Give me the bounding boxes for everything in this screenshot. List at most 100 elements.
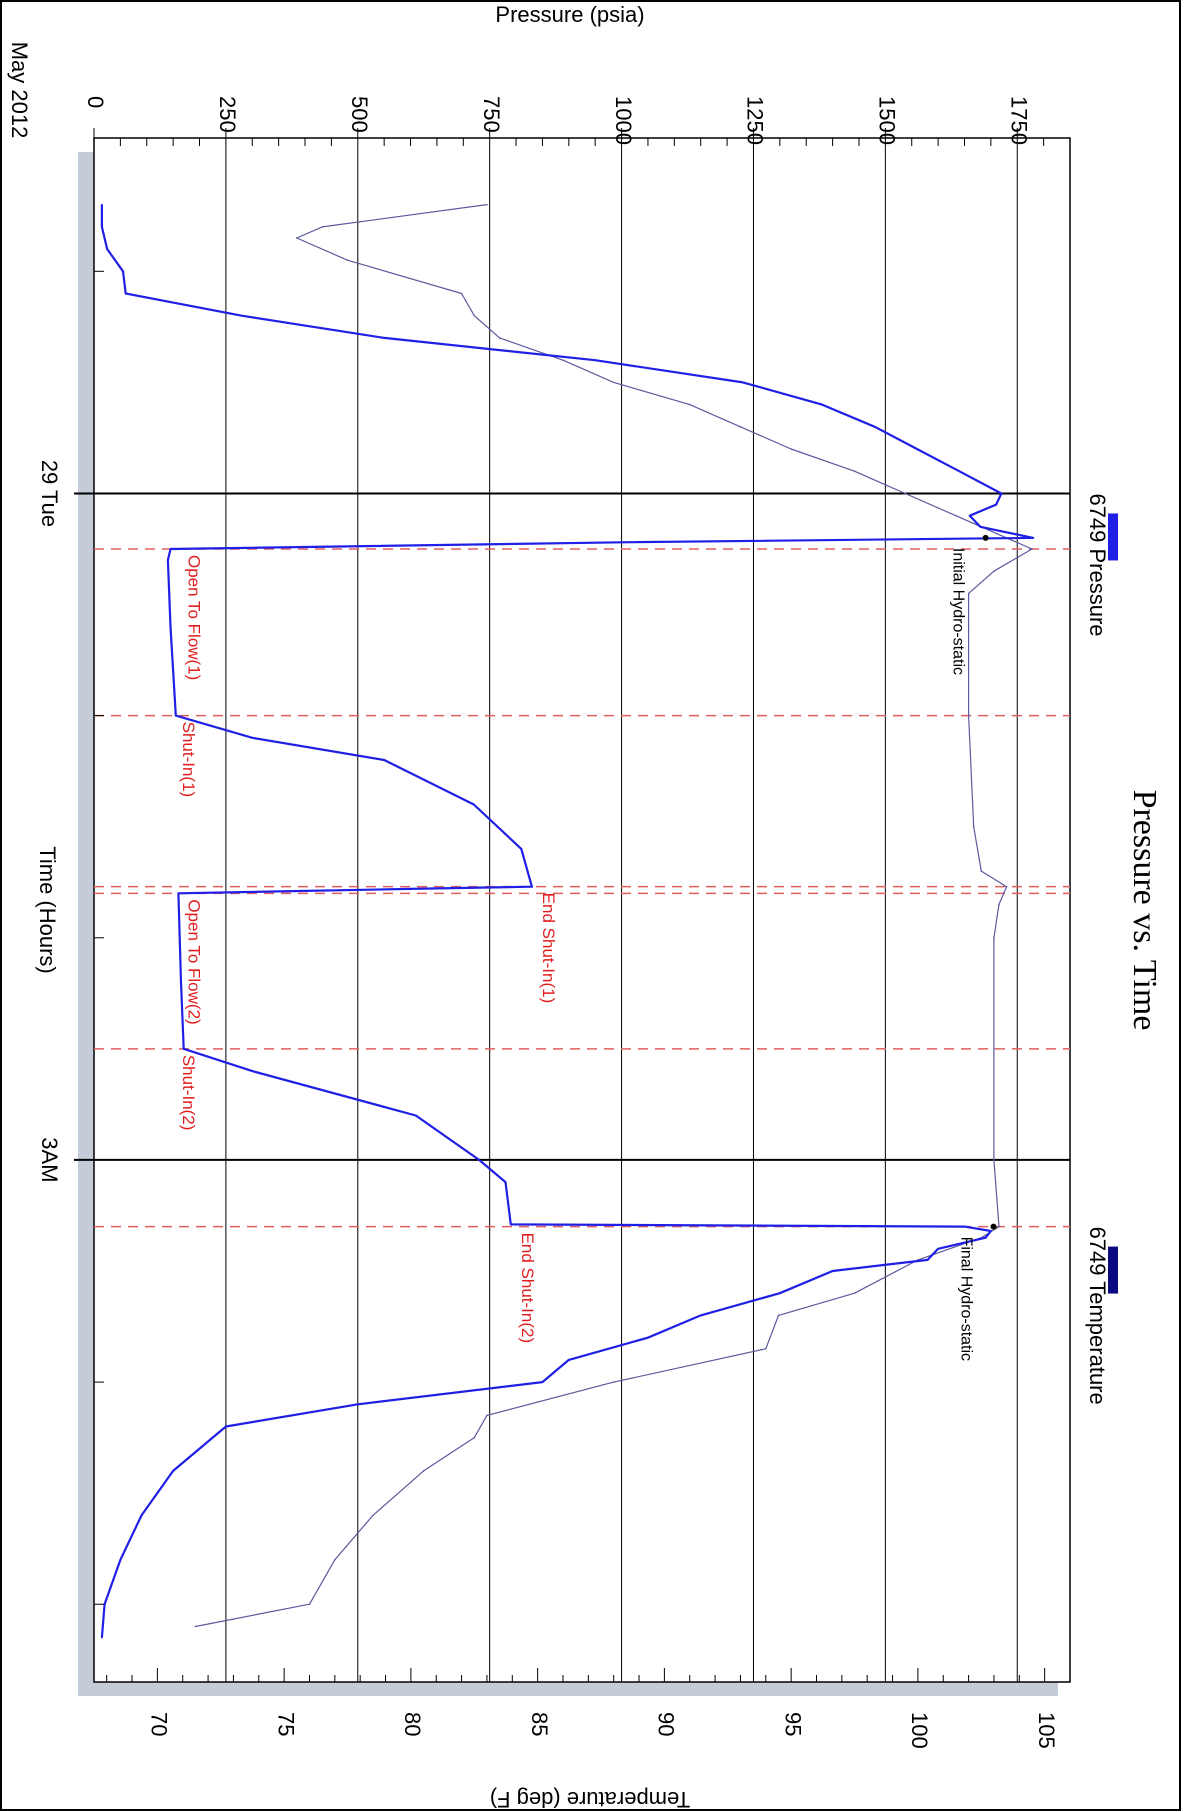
pressure-series-line-point xyxy=(990,1230,992,1232)
date-label: May 2012 xyxy=(7,42,32,139)
pressure-series-line-point xyxy=(169,625,172,628)
pressure-series-line-point xyxy=(177,892,180,895)
pressure-series-line-point xyxy=(174,714,177,717)
temperature-tick-label: 105 xyxy=(1034,1712,1059,1749)
temperature-series-line-point xyxy=(764,1347,767,1350)
pressure-series-line-point xyxy=(821,403,823,406)
temperature-series-line-point xyxy=(372,1514,374,1517)
temperature-series-line-point xyxy=(967,592,970,595)
pressure-series-line-point xyxy=(509,1223,512,1226)
legend-label: 6749 Pressure xyxy=(1085,493,1110,636)
pressure-series-line-point xyxy=(984,1236,987,1239)
temperature-series-line-point xyxy=(980,870,983,872)
temperature-series-line-point xyxy=(194,1625,197,1628)
pressure-series-line-point xyxy=(963,1225,966,1228)
hydrostatic-marker xyxy=(982,534,989,541)
pressure-series-line-point xyxy=(1000,492,1003,495)
temperature-tick-label: 100 xyxy=(907,1712,932,1749)
pressure-series-line-point xyxy=(699,1314,702,1317)
pressure-series-line-point xyxy=(383,337,385,339)
temperature-series-line-point xyxy=(473,314,476,317)
event-label: Open To Flow(2) xyxy=(184,899,203,1024)
temperature-series-line-point xyxy=(967,625,970,628)
pressure-series-line-point xyxy=(167,559,169,561)
time-tick-label: 29 Tue xyxy=(37,460,62,527)
temperature-series-line-point xyxy=(967,714,970,717)
temperature-tick-label: 80 xyxy=(400,1712,425,1736)
pressure-series-line-point xyxy=(531,885,533,888)
pressure-tick-label: 1000 xyxy=(611,96,636,145)
pressure-series-line-point xyxy=(251,1070,254,1072)
pressure-tick-label: 750 xyxy=(479,96,504,133)
pressure-series-line-point xyxy=(172,1470,174,1472)
pressure-series-line-point xyxy=(119,1559,122,1561)
temperature-series-line-point xyxy=(346,259,349,261)
temperature-series-line-point xyxy=(972,825,975,828)
pressure-series-line-point xyxy=(101,203,103,206)
pressure-series-line-point xyxy=(182,1048,185,1050)
pressure-tick-label: 500 xyxy=(347,96,372,133)
legend-swatch xyxy=(1108,513,1118,561)
pressure-series-line-point xyxy=(779,1292,781,1295)
temperature-series-line-point xyxy=(473,1436,476,1439)
temperature-series-line-point xyxy=(777,1314,780,1317)
pressure-series-line-point xyxy=(926,1259,929,1261)
temperature-tick-label: 85 xyxy=(527,1712,552,1736)
temperature-tick-label: 90 xyxy=(654,1712,679,1736)
temperature-series-line-point xyxy=(334,1559,336,1561)
pressure-series-line-point xyxy=(240,314,243,317)
pressure-series-line-point xyxy=(916,448,918,450)
event-label: End Shut-In(1) xyxy=(539,893,558,1004)
pressure-series-line-point xyxy=(478,1159,480,1161)
pressure-series-line-point xyxy=(568,1359,570,1361)
temperature-series-line-point xyxy=(296,237,298,239)
pressure-series-line-point xyxy=(520,848,523,850)
y2-axis-label: Temperature (deg F) xyxy=(490,1787,691,1812)
temperature-series-line-point xyxy=(498,337,501,339)
y-axis-label: Pressure (psia) xyxy=(495,2,644,27)
temperature-series-line-point xyxy=(688,403,691,406)
temperature-series-line-point xyxy=(422,1470,425,1472)
pressure-series-line-point xyxy=(874,426,876,428)
pressure-series-line-point xyxy=(124,292,127,295)
pressure-series-line-point xyxy=(473,803,475,806)
pressure-tick-label: 1750 xyxy=(1006,96,1031,145)
pressure-series-line-point xyxy=(620,541,623,544)
temperature-tick-label: 70 xyxy=(147,1712,172,1736)
temperature-series-line-point xyxy=(904,492,907,495)
temperature-series-line-point xyxy=(562,359,564,361)
pressure-series-line-point xyxy=(647,1336,649,1339)
temperature-series-line-point xyxy=(993,1048,995,1050)
temperature-series-line-point xyxy=(1005,885,1008,888)
pressure-series-line-point xyxy=(979,525,982,528)
pressure-series-line-point xyxy=(937,1247,939,1250)
pressure-series-line-point xyxy=(106,248,108,250)
pressure-series-line-point xyxy=(169,548,172,550)
plot-area xyxy=(93,137,1071,1683)
temperature-series-line-point xyxy=(612,1381,615,1383)
temperature-series-line-point xyxy=(321,226,323,228)
pressure-series-line-point xyxy=(415,1114,417,1117)
pressure-series-line-point xyxy=(101,226,103,228)
event-label: End Shut-In(2) xyxy=(518,1233,537,1344)
hydrostatic-marker xyxy=(990,1223,997,1230)
pressure-series-line-point xyxy=(251,737,254,739)
pressure-series-line-point xyxy=(101,1636,103,1639)
pressure-series-line-point xyxy=(958,470,961,473)
pressure-series-line-point xyxy=(383,759,385,761)
pressure-series-line-point xyxy=(409,888,412,890)
pressure-series-line-point xyxy=(356,1403,359,1406)
pressure-tick-label: 1500 xyxy=(875,96,900,145)
pressure-series-line-point xyxy=(541,1381,544,1383)
pressure-tick-label: 1250 xyxy=(743,96,768,145)
event-layer xyxy=(94,548,1070,1228)
chart-title: Pressure vs. Time xyxy=(1126,790,1163,1031)
label-layer: Open To Flow(1) Shut-In(1) End Shut-In(1) O… xyxy=(179,493,1118,1405)
pressure-series-line-point xyxy=(594,359,596,361)
temperature-tick-label: 95 xyxy=(780,1712,805,1736)
pressure-tick-label: 250 xyxy=(215,96,240,133)
event-label: Shut-In(2) xyxy=(179,1055,198,1131)
temperature-series-line-point xyxy=(998,903,1000,906)
